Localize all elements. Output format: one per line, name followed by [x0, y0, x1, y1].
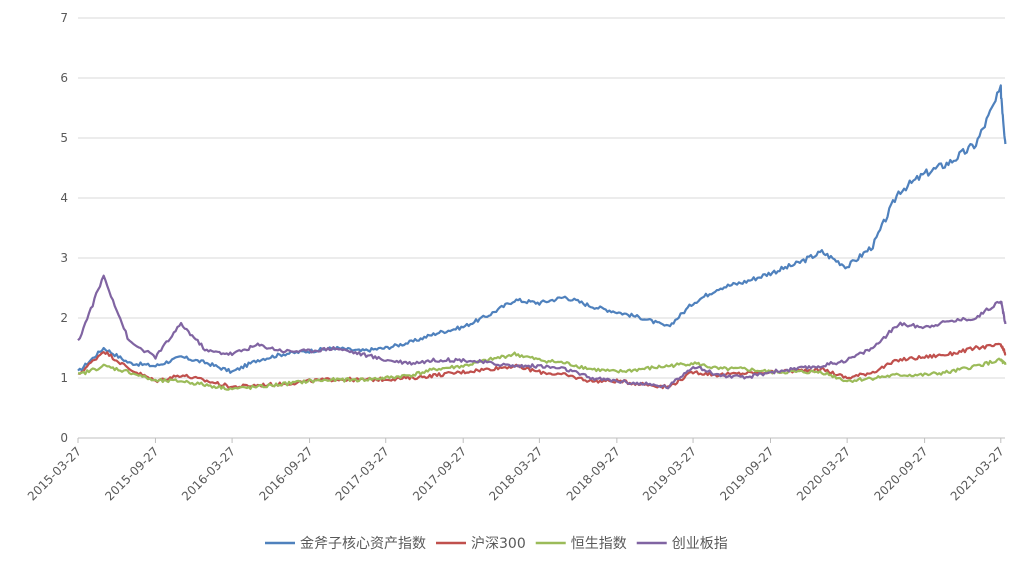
x-tick-label: 2020-03-27 [794, 444, 853, 503]
series-line [78, 351, 1007, 391]
y-tick-label: 0 [60, 431, 68, 445]
y-tick-label: 1 [60, 371, 68, 385]
y-tick-label: 4 [60, 191, 68, 205]
y-tick-label: 2 [60, 311, 68, 325]
x-tick-label: 2018-09-27 [564, 444, 623, 503]
x-tick-label: 2015-09-27 [102, 444, 161, 503]
x-tick-label: 2021-03-27 [948, 444, 1007, 503]
x-tick-label: 2019-09-27 [717, 444, 776, 503]
axes [77, 437, 1005, 443]
series-lines [77, 84, 1007, 391]
legend-label: 创业板指 [672, 536, 728, 552]
legend-label: 金斧子核心资产指数 [300, 536, 426, 552]
x-tick-label: 2017-09-27 [410, 444, 469, 503]
x-tick-label: 2020-09-27 [871, 444, 930, 503]
x-tick-label: 2015-03-27 [25, 444, 84, 503]
y-tick-labels: 0 1 2 3 4 5 6 7 [60, 11, 68, 445]
y-tick-label: 3 [60, 251, 68, 265]
legend: 金斧子核心资产指数 沪深300 恒生指数 创业板指 [265, 536, 728, 552]
series-line [77, 342, 1007, 390]
series-line [77, 84, 1007, 374]
x-tick-label: 2016-03-27 [179, 444, 238, 503]
x-tick-labels: 2015-03-27 2015-09-27 2016-03-27 2016-09-27… [25, 444, 1007, 503]
legend-label: 恒生指数 [571, 536, 627, 552]
grid-lines [78, 17, 1005, 379]
series-line [77, 274, 1007, 390]
y-tick-label: 7 [60, 11, 68, 25]
legend-label: 沪深300 [471, 536, 526, 552]
y-tick-label: 6 [60, 71, 68, 85]
x-tick-label: 2016-09-27 [256, 444, 315, 503]
x-tick-label: 2017-03-27 [333, 444, 392, 503]
x-tick-label: 2018-03-27 [486, 444, 545, 503]
y-tick-label: 5 [60, 131, 68, 145]
x-tick-label: 2019-03-27 [640, 444, 699, 503]
